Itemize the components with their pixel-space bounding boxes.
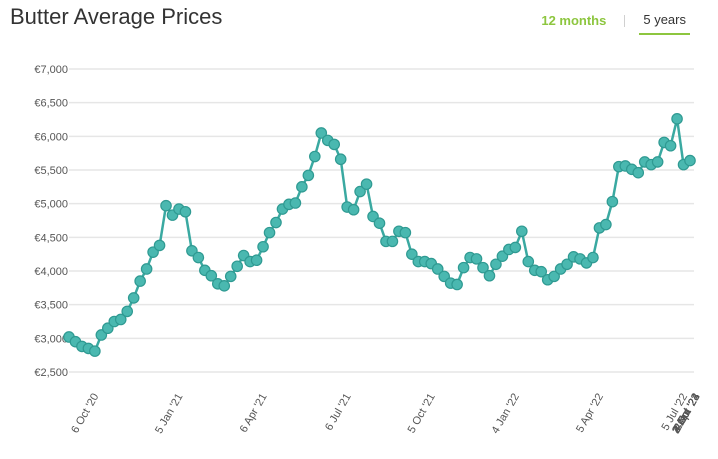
series-line-path bbox=[68, 117, 691, 353]
data-point[interactable] bbox=[509, 241, 522, 254]
y-tick-label: €5,500 bbox=[34, 165, 68, 177]
data-point[interactable] bbox=[309, 150, 321, 163]
data-point[interactable] bbox=[587, 251, 599, 264]
data-point[interactable] bbox=[451, 278, 463, 291]
data-point[interactable] bbox=[561, 258, 573, 271]
x-tick-label: 4 Jan '22 bbox=[489, 392, 522, 436]
data-point[interactable] bbox=[386, 235, 399, 248]
data-point[interactable] bbox=[373, 217, 386, 229]
series-line bbox=[68, 117, 691, 353]
data-point[interactable] bbox=[477, 261, 489, 274]
data-point[interactable] bbox=[192, 251, 205, 264]
data-point[interactable] bbox=[250, 254, 263, 267]
x-tick-label: 5 Oct '21 bbox=[406, 392, 438, 436]
data-point[interactable] bbox=[302, 169, 315, 182]
data-point[interactable] bbox=[483, 269, 496, 282]
data-point[interactable] bbox=[257, 240, 269, 253]
y-tick-label: €4,000 bbox=[34, 266, 68, 278]
data-point[interactable] bbox=[114, 313, 127, 326]
tab-12-months[interactable]: 12 months bbox=[541, 13, 607, 28]
data-point[interactable] bbox=[548, 270, 560, 283]
data-point[interactable] bbox=[406, 248, 418, 260]
data-point[interactable] bbox=[289, 197, 302, 209]
y-tick-label: €3,000 bbox=[34, 333, 68, 345]
data-point[interactable] bbox=[664, 139, 677, 152]
y-tick-label: €2,500 bbox=[34, 367, 68, 379]
y-tick-label: €7,000 bbox=[34, 64, 68, 76]
data-point[interactable] bbox=[535, 265, 548, 278]
y-tick-label: €6,500 bbox=[34, 98, 68, 110]
data-point[interactable] bbox=[347, 203, 360, 216]
data-point[interactable] bbox=[179, 205, 192, 218]
data-point[interactable] bbox=[516, 225, 528, 238]
data-point[interactable] bbox=[651, 156, 664, 168]
data-point[interactable] bbox=[263, 226, 276, 239]
data-point[interactable] bbox=[328, 138, 341, 151]
data-point[interactable] bbox=[606, 195, 619, 208]
x-tick-label: 6 Apr '21 bbox=[238, 392, 270, 435]
data-point[interactable] bbox=[522, 255, 535, 268]
x-axis-ticks: 6 Oct '20 5 Jan '21 6 Apr '21 6 Jul '21 5 Oc… bbox=[69, 392, 702, 436]
data-point[interactable] bbox=[218, 280, 231, 292]
data-point[interactable] bbox=[354, 185, 366, 198]
y-tick-label: €3,500 bbox=[34, 300, 68, 312]
data-point[interactable] bbox=[121, 305, 134, 318]
data-point[interactable] bbox=[134, 275, 146, 287]
y-tick-label: €4,500 bbox=[34, 232, 68, 244]
x-tick-label: 6 Oct '20 bbox=[69, 392, 101, 436]
grid-lines bbox=[69, 68, 694, 373]
data-point[interactable] bbox=[296, 181, 308, 193]
data-point[interactable] bbox=[153, 239, 166, 252]
data-point[interactable] bbox=[360, 178, 373, 190]
x-tick-label: 6 Jul '21 bbox=[323, 392, 354, 433]
data-point[interactable] bbox=[431, 263, 444, 275]
data-point[interactable] bbox=[457, 261, 470, 274]
x-tick-label: 5 Jan '21 bbox=[153, 392, 186, 436]
data-point[interactable] bbox=[490, 258, 502, 271]
y-axis-ticks: €2,500 €3,000 €3,500 €4,000 €4,500 €5,000 €5,5… bbox=[34, 64, 68, 379]
data-point[interactable] bbox=[224, 270, 237, 283]
data-point[interactable] bbox=[270, 216, 282, 229]
tab-5-years[interactable]: 5 years bbox=[639, 12, 690, 35]
period-tabs: 12 months 5 years bbox=[537, 12, 690, 35]
data-point[interactable] bbox=[315, 127, 328, 139]
data-point[interactable] bbox=[231, 260, 243, 273]
series-markers bbox=[63, 113, 696, 357]
data-point[interactable] bbox=[334, 153, 347, 166]
data-point[interactable] bbox=[470, 253, 483, 265]
y-tick-label: €6,000 bbox=[34, 131, 68, 143]
data-point[interactable] bbox=[399, 226, 412, 239]
data-point[interactable] bbox=[140, 263, 153, 275]
data-point[interactable] bbox=[671, 113, 683, 125]
x-tick-label: 5 Apr '22 bbox=[574, 392, 606, 435]
tab-divider bbox=[624, 14, 626, 27]
page-title: Butter Average Prices bbox=[10, 4, 223, 29]
y-tick-label: €5,000 bbox=[34, 199, 68, 211]
data-point[interactable] bbox=[684, 154, 696, 167]
data-point[interactable] bbox=[632, 166, 645, 179]
data-point[interactable] bbox=[127, 292, 140, 304]
data-point[interactable] bbox=[600, 218, 612, 231]
data-point[interactable] bbox=[205, 269, 218, 282]
data-point[interactable] bbox=[160, 199, 172, 212]
data-point[interactable] bbox=[89, 345, 101, 357]
